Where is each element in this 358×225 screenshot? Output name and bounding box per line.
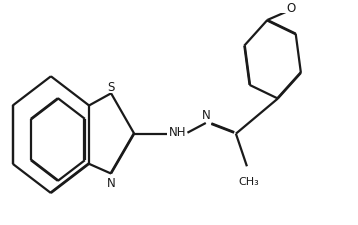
Text: NH: NH: [168, 125, 186, 138]
Text: N: N: [202, 108, 210, 121]
Text: N: N: [107, 176, 116, 189]
Text: S: S: [107, 80, 115, 93]
Text: CH₃: CH₃: [238, 176, 259, 186]
Text: O: O: [287, 2, 296, 15]
